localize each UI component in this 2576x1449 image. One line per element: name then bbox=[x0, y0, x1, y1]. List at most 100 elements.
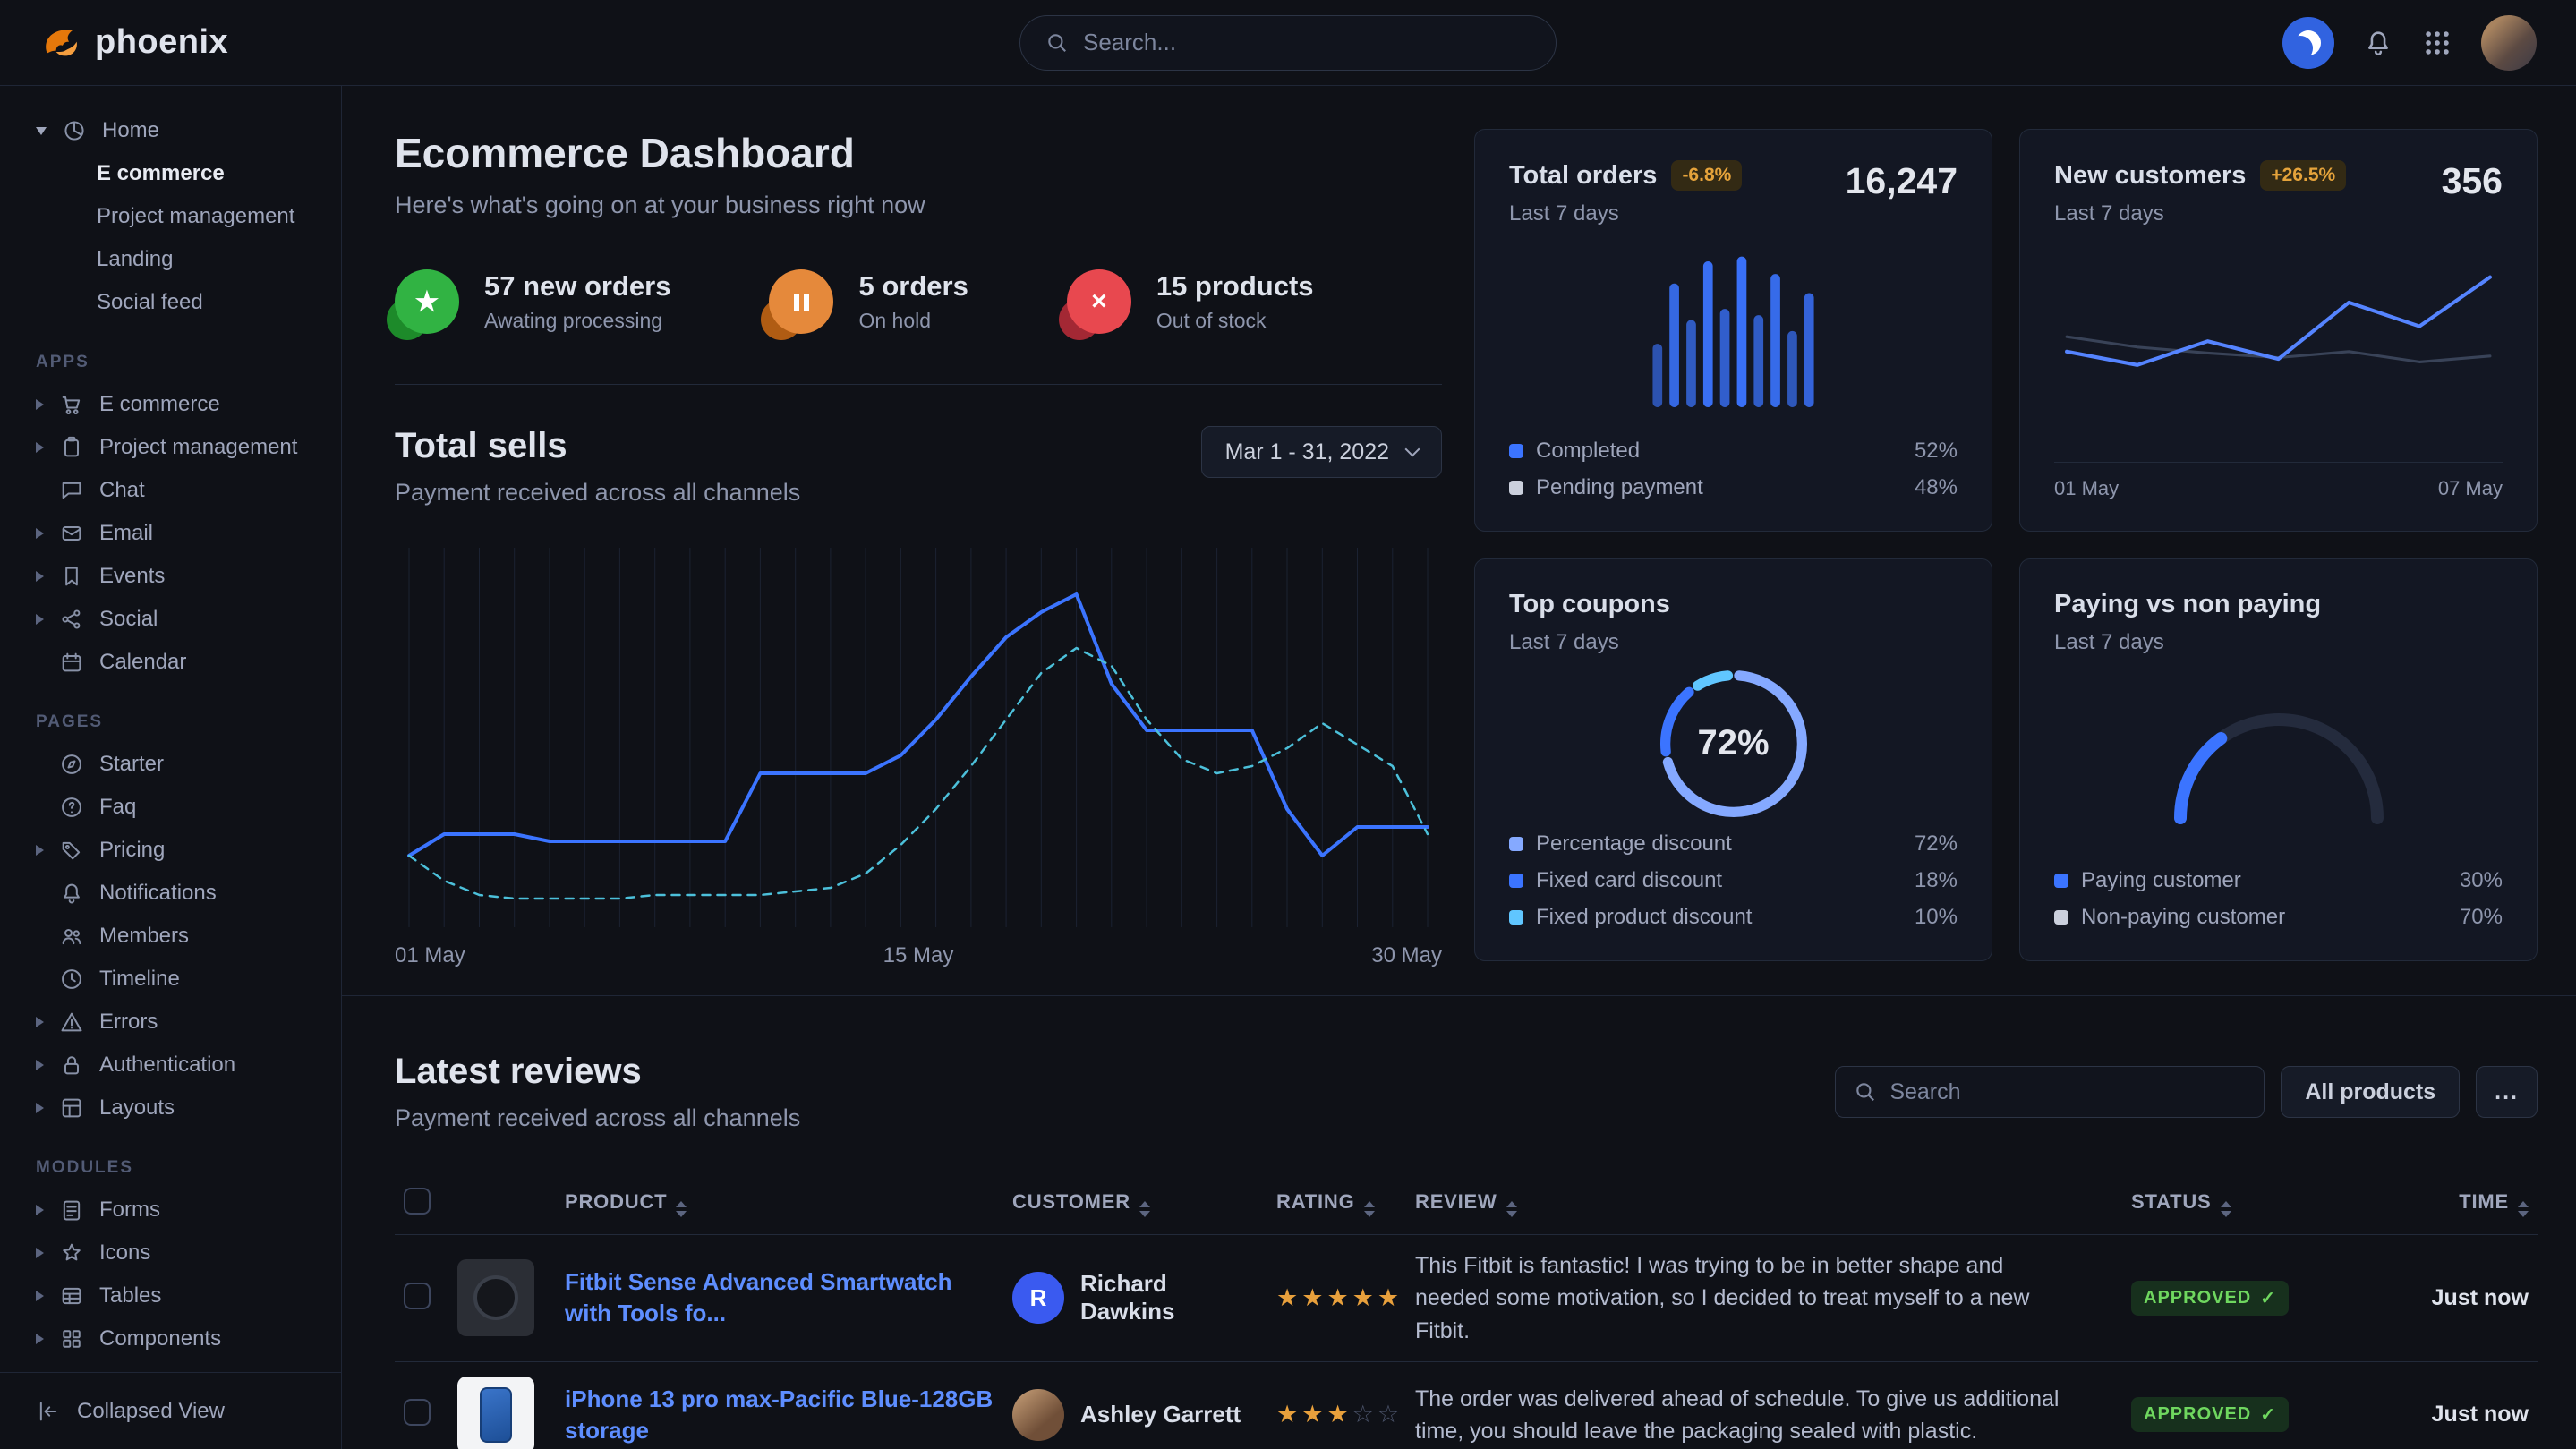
sidebar-item-label: Forms bbox=[99, 1198, 160, 1223]
sidebar-item-starter[interactable]: Starter bbox=[0, 743, 341, 786]
sidebar-item-faq[interactable]: Faq bbox=[0, 786, 341, 829]
phoenix-logo-icon bbox=[39, 22, 81, 64]
user-avatar[interactable] bbox=[2481, 15, 2537, 71]
row-checkbox[interactable] bbox=[404, 1283, 431, 1309]
legend-swatch bbox=[1509, 444, 1523, 458]
sidebar-item-label: Authentication bbox=[99, 1053, 235, 1078]
x-tick: 01 May bbox=[395, 943, 465, 968]
review-text: This Fitbit is fantastic! I was trying t… bbox=[1415, 1249, 2113, 1347]
column-header-customer: CUSTOMER bbox=[1012, 1190, 1130, 1213]
sidebar-item-members[interactable]: Members bbox=[0, 915, 341, 958]
card-paying-vs-nonpaying: Paying vs non paying Last 7 days Paying … bbox=[2019, 558, 2538, 961]
trend-badge: +26.5% bbox=[2260, 160, 2346, 191]
legend-swatch bbox=[1509, 481, 1523, 495]
sort-icon[interactable] bbox=[1139, 1201, 1150, 1217]
sidebar-item-ecommerce[interactable]: E commerce bbox=[0, 383, 341, 426]
sidebar-item-project-management[interactable]: Project management bbox=[0, 426, 341, 469]
sidebar-item-notifications[interactable]: Notifications bbox=[0, 872, 341, 915]
chevron-down-icon bbox=[1405, 442, 1420, 457]
sort-icon[interactable] bbox=[2518, 1201, 2529, 1217]
total-sells-subtitle: Payment received across all channels bbox=[395, 479, 800, 507]
sidebar-section-pages: PAGES bbox=[0, 712, 341, 732]
sidebar-item-errors[interactable]: Errors bbox=[0, 1001, 341, 1044]
sidebar-item-project-management-dashboard[interactable]: Project management bbox=[0, 195, 341, 238]
card-new-customers: New customers +26.5% Last 7 days 356 01 … bbox=[2019, 129, 2538, 532]
sidebar-item-chat[interactable]: Chat bbox=[0, 469, 341, 512]
sidebar-item-components[interactable]: Components bbox=[0, 1317, 341, 1360]
more-options-button[interactable]: ... bbox=[2476, 1066, 2538, 1118]
sidebar-child-label: Social feed bbox=[97, 290, 203, 315]
product-image[interactable] bbox=[457, 1377, 534, 1449]
sort-icon[interactable] bbox=[676, 1201, 687, 1217]
card-top-coupons: Top coupons Last 7 days 72% Percentage d… bbox=[1474, 558, 1992, 961]
product-link[interactable]: iPhone 13 pro max-Pacific Blue-128GB sto… bbox=[565, 1384, 994, 1446]
date-range-value: Mar 1 - 31, 2022 bbox=[1225, 439, 1389, 465]
sidebar-item-layouts[interactable]: Layouts bbox=[0, 1087, 341, 1129]
card-title: Paying vs non paying bbox=[2054, 590, 2321, 619]
question-icon bbox=[59, 795, 84, 820]
sidebar-item-email[interactable]: Email bbox=[0, 512, 341, 555]
sort-icon[interactable] bbox=[2221, 1201, 2231, 1217]
customer-avatar[interactable]: R bbox=[1012, 1272, 1064, 1324]
stat-orders-on-hold: 5 orders On hold bbox=[769, 269, 968, 334]
sidebar-item-forms[interactable]: Forms bbox=[0, 1189, 341, 1232]
status-badge: APPROVED✓ bbox=[2131, 1281, 2289, 1316]
select-all-checkbox[interactable] bbox=[404, 1188, 431, 1215]
sidebar-item-label: Chat bbox=[99, 478, 145, 503]
sidebar-item-events[interactable]: Events bbox=[0, 555, 341, 598]
bar-chart bbox=[1651, 242, 1816, 407]
chevron-right-icon bbox=[36, 1017, 44, 1027]
reviews-search[interactable] bbox=[1835, 1066, 2265, 1118]
legend-swatch bbox=[2054, 910, 2068, 925]
sidebar-item-label: Timeline bbox=[99, 967, 180, 992]
sidebar-item-tables[interactable]: Tables bbox=[0, 1274, 341, 1317]
collapse-sidebar-button[interactable]: Collapsed View bbox=[0, 1372, 341, 1449]
global-search[interactable] bbox=[1019, 15, 1557, 71]
x-axis-labels: 01 May 07 May bbox=[2054, 462, 2503, 500]
column-header-rating: RATING bbox=[1276, 1190, 1355, 1213]
layout-icon bbox=[59, 1095, 84, 1121]
all-products-button[interactable]: All products bbox=[2281, 1066, 2460, 1118]
date-range-select[interactable]: Mar 1 - 31, 2022 bbox=[1201, 426, 1442, 478]
sidebar-item-ecommerce-dashboard[interactable]: E commerce bbox=[0, 152, 341, 195]
sidebar-item-home[interactable]: Home bbox=[0, 109, 341, 152]
legend-item: Pending payment 48% bbox=[1509, 475, 1958, 500]
chat-icon bbox=[59, 478, 84, 503]
star-icon: ★ bbox=[415, 286, 439, 318]
sidebar-item-social[interactable]: Social bbox=[0, 598, 341, 641]
apps-grid-button[interactable] bbox=[2422, 28, 2452, 58]
sidebar-item-authentication[interactable]: Authentication bbox=[0, 1044, 341, 1087]
search-input[interactable] bbox=[1083, 29, 1531, 56]
sidebar-item-landing[interactable]: Landing bbox=[0, 238, 341, 281]
legend-item: Paying customer 30% bbox=[2054, 868, 2503, 893]
theme-toggle-button[interactable] bbox=[2282, 17, 2334, 69]
sidebar-item-social-feed[interactable]: Social feed bbox=[0, 281, 341, 324]
compass-icon bbox=[59, 752, 84, 777]
row-checkbox[interactable] bbox=[404, 1399, 431, 1426]
product-image[interactable] bbox=[457, 1259, 534, 1336]
sidebar-item-label: Layouts bbox=[99, 1095, 175, 1121]
brand-logo[interactable]: phoenix bbox=[39, 22, 228, 64]
notifications-button[interactable] bbox=[2363, 28, 2393, 58]
sidebar-child-label: Landing bbox=[97, 247, 173, 272]
sidebar-item-timeline[interactable]: Timeline bbox=[0, 958, 341, 1001]
sidebar-item-pricing[interactable]: Pricing bbox=[0, 829, 341, 872]
sort-icon[interactable] bbox=[1364, 1201, 1375, 1217]
chevron-right-icon bbox=[36, 528, 44, 539]
reviews-search-input[interactable] bbox=[1889, 1079, 2246, 1105]
sidebar-item-icons[interactable]: Icons bbox=[0, 1232, 341, 1274]
stat-value: 57 new orders bbox=[484, 270, 670, 303]
product-link[interactable]: Fitbit Sense Advanced Smartwatch with To… bbox=[565, 1266, 994, 1329]
chevron-right-icon bbox=[36, 614, 44, 625]
sidebar: Home E commerce Project management Landi… bbox=[0, 86, 342, 1449]
customer-avatar[interactable] bbox=[1012, 1389, 1064, 1441]
chevron-right-icon bbox=[36, 1248, 44, 1258]
legend-item: Fixed product discount 10% bbox=[1509, 905, 1958, 930]
dashboard-left-column: Ecommerce Dashboard Here's what's going … bbox=[395, 129, 1442, 968]
sidebar-item-label: Project management bbox=[99, 435, 297, 460]
legend-swatch bbox=[2054, 874, 2068, 888]
total-sells-chart: 01 May 15 May 30 May bbox=[395, 544, 1442, 968]
sidebar-item-calendar[interactable]: Calendar bbox=[0, 641, 341, 684]
sidebar-item-label: Home bbox=[102, 118, 159, 143]
sort-icon[interactable] bbox=[1506, 1201, 1517, 1217]
